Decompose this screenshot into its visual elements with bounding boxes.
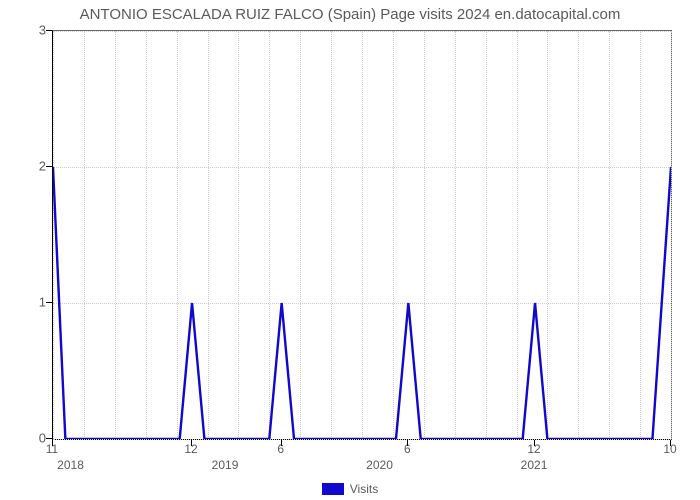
- x-year-label: 2020: [366, 458, 393, 472]
- x-year-label: 2019: [212, 458, 239, 472]
- x-year-label: 2018: [57, 458, 84, 472]
- grid-line-v: [671, 31, 672, 439]
- x-year-label: 2021: [521, 458, 548, 472]
- grid-line-h: [53, 439, 671, 440]
- plot-area: [52, 30, 672, 440]
- y-tick-label: 2: [6, 159, 46, 174]
- y-tick-label: 0: [6, 431, 46, 446]
- y-tick: [46, 302, 52, 303]
- x-tick: [52, 440, 53, 446]
- x-tick: [191, 440, 192, 446]
- legend-label: Visits: [350, 482, 378, 496]
- y-tick: [46, 166, 52, 167]
- legend: Visits: [0, 481, 700, 496]
- legend-swatch: [322, 483, 344, 495]
- line-series: [53, 31, 671, 439]
- y-tick-label: 1: [6, 295, 46, 310]
- x-tick: [407, 440, 408, 446]
- x-tick: [670, 440, 671, 446]
- x-tick: [534, 440, 535, 446]
- chart-title: ANTONIO ESCALADA RUIZ FALCO (Spain) Page…: [0, 6, 700, 23]
- y-tick-label: 3: [6, 23, 46, 38]
- x-tick: [281, 440, 282, 446]
- y-tick: [46, 30, 52, 31]
- y-tick: [46, 438, 52, 439]
